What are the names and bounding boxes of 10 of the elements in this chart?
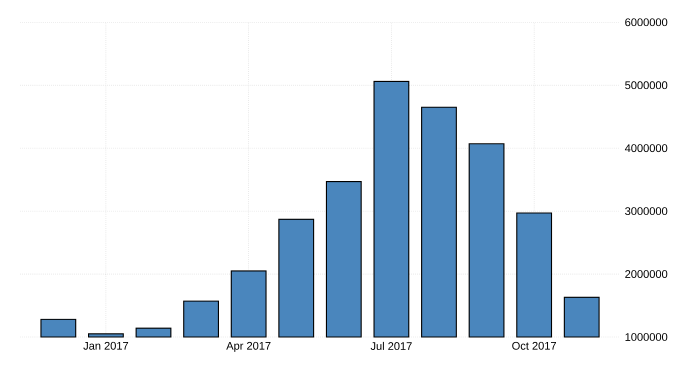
y-tick-label: 3000000 [625, 207, 668, 215]
y-tick-label: 2000000 [625, 270, 668, 278]
y-tick-label: 5000000 [625, 81, 668, 90]
x-tick-label: Oct 2017 [512, 342, 556, 350]
x-tick-label: Jul 2017 [370, 342, 412, 350]
y-tick-label: 4000000 [624, 144, 668, 152]
x-tick-label: Apr 2017 [226, 342, 271, 352]
x-tick-label: Jan 2017 [83, 342, 128, 350]
y-tick-label: 6000000 [625, 18, 668, 26]
y-tick-label: 1000000 [626, 332, 668, 341]
